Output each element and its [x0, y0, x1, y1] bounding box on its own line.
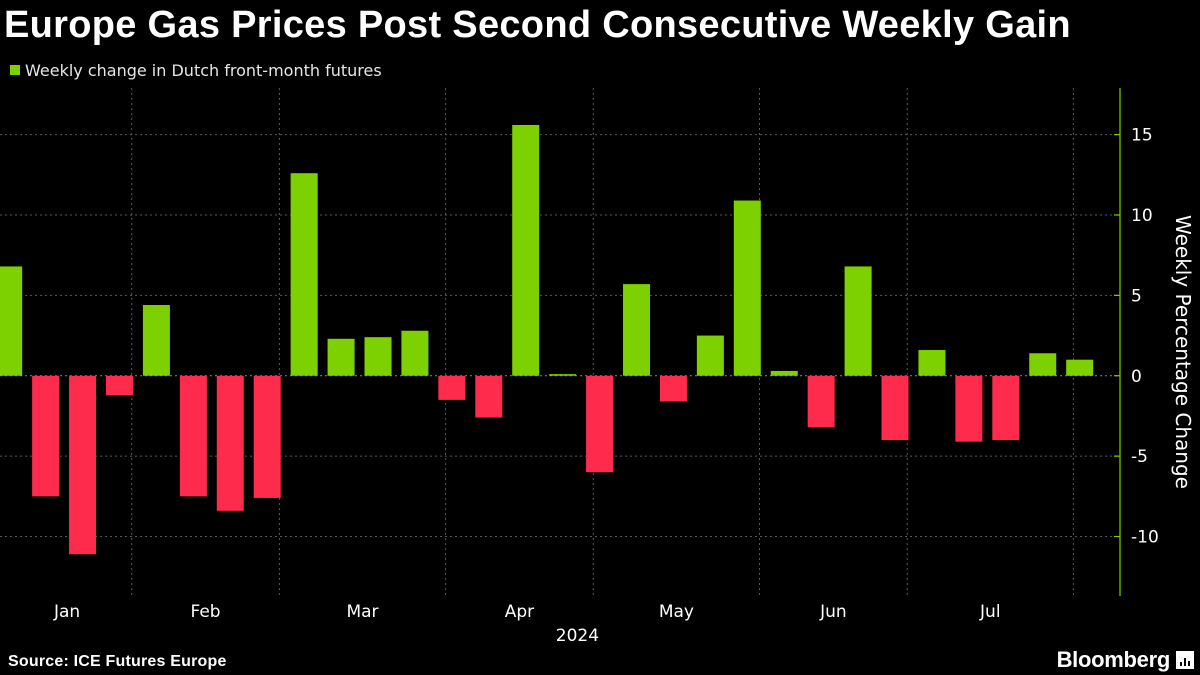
y-tick-label: 10: [1131, 206, 1153, 226]
bar: [586, 375, 614, 473]
x-axis-title: 2024: [556, 626, 599, 646]
x-tick-label: Jul: [979, 602, 1001, 622]
y-axis-title: Weekly Percentage Change: [1171, 215, 1195, 489]
legend-swatch: [10, 65, 20, 75]
bar: [992, 375, 1020, 441]
bar: [696, 335, 724, 376]
x-tick-label: Feb: [190, 602, 220, 622]
source-note: Source: ICE Futures Europe: [8, 653, 227, 670]
bar: [364, 337, 392, 376]
bloomberg-terminal-icon: [1176, 651, 1194, 669]
bar: [401, 330, 429, 376]
bar: [32, 375, 60, 497]
y-tick-label: 0: [1131, 367, 1142, 387]
bar: [881, 375, 909, 441]
bar: [549, 374, 577, 376]
brand-name: Bloomberg: [1056, 647, 1171, 672]
y-tick-label: -10: [1131, 528, 1159, 548]
bar: [438, 375, 466, 400]
bar: [142, 305, 170, 376]
bar: [955, 375, 983, 442]
x-tick-label: May: [659, 602, 694, 622]
bar: [1066, 359, 1094, 376]
y-tick-label: 5: [1131, 286, 1142, 306]
brand-logo: Bloomberg: [1057, 646, 1194, 674]
bar: [659, 375, 687, 402]
bar: [179, 375, 207, 497]
x-tick-label: Mar: [346, 602, 378, 622]
bar: [1029, 353, 1057, 376]
bar: [290, 173, 318, 376]
bar: [0, 266, 23, 376]
bar: [770, 370, 798, 376]
bar: [807, 375, 835, 428]
chart-title: Europe Gas Prices Post Second Consecutiv…: [4, 4, 1071, 46]
x-tick-label: Jun: [819, 602, 847, 622]
bar: [69, 375, 97, 555]
legend-label: Weekly change in Dutch front-month futur…: [25, 60, 382, 80]
bar: [512, 124, 540, 376]
legend: Weekly change in Dutch front-month futur…: [10, 60, 382, 80]
y-tick-label: -5: [1131, 447, 1148, 467]
bar: [327, 338, 355, 376]
bar: [623, 284, 651, 376]
y-tick-label: 15: [1131, 126, 1153, 146]
bar: [844, 266, 872, 376]
bar: [475, 375, 503, 418]
bar: [216, 375, 244, 511]
x-tick-label: Jan: [53, 602, 80, 622]
bar: [918, 350, 946, 376]
bar: [105, 375, 133, 396]
bar: [733, 200, 761, 376]
bar: [253, 375, 281, 498]
x-tick-label: Apr: [505, 602, 534, 622]
